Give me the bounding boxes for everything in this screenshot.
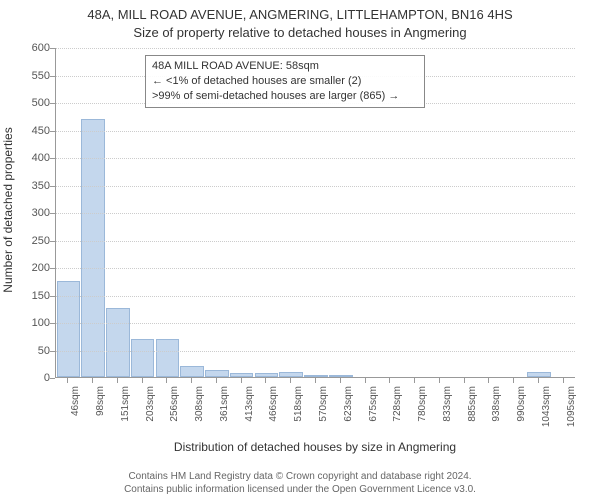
bar [180,366,204,377]
ytick-mark [50,103,55,104]
ytick-mark [50,241,55,242]
xtick-mark [265,378,266,383]
footer-line2: Contains public information licensed und… [0,483,600,496]
xtick-mark [117,378,118,383]
xtick-label: 1095sqm [566,386,577,446]
ytick-label: 400 [0,152,50,164]
ytick-mark [50,323,55,324]
xtick-label: 413sqm [244,386,255,446]
xtick-mark [241,378,242,383]
ytick-label: 250 [0,235,50,247]
xtick-mark [464,378,465,383]
ytick-label: 450 [0,125,50,137]
xtick-mark [92,378,93,383]
bar [279,372,303,378]
info-line-larger: >99% of semi-detached houses are larger … [152,89,418,104]
xtick-mark [315,378,316,383]
xtick-label: 833sqm [442,386,453,446]
ytick-mark [50,131,55,132]
xtick-label: 675sqm [368,386,379,446]
xtick-label: 623sqm [343,386,354,446]
ytick-label: 200 [0,262,50,274]
ytick-mark [50,296,55,297]
footer: Contains HM Land Registry data © Crown c… [0,470,600,496]
info-line-smaller: ← <1% of detached houses are smaller (2) [152,74,418,89]
gridline [56,323,575,324]
xtick-label: 1043sqm [541,386,552,446]
ytick-mark [50,186,55,187]
xtick-label: 46sqm [70,386,81,446]
ytick-label: 600 [0,42,50,54]
xtick-label: 361sqm [219,386,230,446]
bar [255,373,279,377]
gridline [56,131,575,132]
ytick-mark [50,351,55,352]
xtick-mark [166,378,167,383]
xtick-mark [414,378,415,383]
bar [527,372,551,378]
info-box: 48A MILL ROAD AVENUE: 58sqm ← <1% of det… [145,55,425,108]
xtick-label: 570sqm [318,386,329,446]
gridline [56,158,575,159]
gridline [56,351,575,352]
ytick-mark [50,158,55,159]
xtick-label: 780sqm [417,386,428,446]
gridline [56,186,575,187]
xtick-mark [340,378,341,383]
footer-line1: Contains HM Land Registry data © Crown c… [0,470,600,483]
bar [156,339,180,378]
xtick-label: 938sqm [491,386,502,446]
xtick-mark [216,378,217,383]
ytick-label: 0 [0,372,50,384]
bar [106,308,130,377]
ytick-mark [50,48,55,49]
bar [205,370,229,377]
xtick-label: 518sqm [293,386,304,446]
xtick-mark [389,378,390,383]
gridline [56,268,575,269]
ytick-mark [50,213,55,214]
xtick-mark [538,378,539,383]
info-line-property: 48A MILL ROAD AVENUE: 58sqm [152,59,418,74]
ytick-label: 500 [0,97,50,109]
gridline [56,213,575,214]
gridline [56,241,575,242]
xtick-mark [191,378,192,383]
bar [230,373,254,377]
title-block: 48A, MILL ROAD AVENUE, ANGMERING, LITTLE… [0,0,600,41]
title-address: 48A, MILL ROAD AVENUE, ANGMERING, LITTLE… [0,6,600,24]
xtick-mark [365,378,366,383]
xtick-label: 466sqm [268,386,279,446]
xtick-label: 990sqm [516,386,527,446]
xtick-mark [67,378,68,383]
xtick-label: 728sqm [392,386,403,446]
gridline [56,48,575,49]
bar [329,375,353,377]
ytick-mark [50,378,55,379]
xtick-mark [142,378,143,383]
title-subtitle: Size of property relative to detached ho… [0,24,600,42]
xtick-label: 885sqm [467,386,478,446]
ytick-label: 100 [0,317,50,329]
xtick-label: 256sqm [169,386,180,446]
xtick-mark [439,378,440,383]
xtick-label: 203sqm [145,386,156,446]
ytick-label: 550 [0,70,50,82]
xtick-label: 308sqm [194,386,205,446]
xtick-mark [513,378,514,383]
xtick-label: 98sqm [95,386,106,446]
gridline [56,296,575,297]
ytick-label: 50 [0,345,50,357]
ytick-label: 150 [0,290,50,302]
bar [131,339,155,378]
bar [304,375,328,377]
xtick-mark [563,378,564,383]
ytick-label: 350 [0,180,50,192]
xtick-mark [290,378,291,383]
ytick-mark [50,76,55,77]
ytick-label: 300 [0,207,50,219]
ytick-mark [50,268,55,269]
xtick-mark [488,378,489,383]
xtick-label: 151sqm [120,386,131,446]
